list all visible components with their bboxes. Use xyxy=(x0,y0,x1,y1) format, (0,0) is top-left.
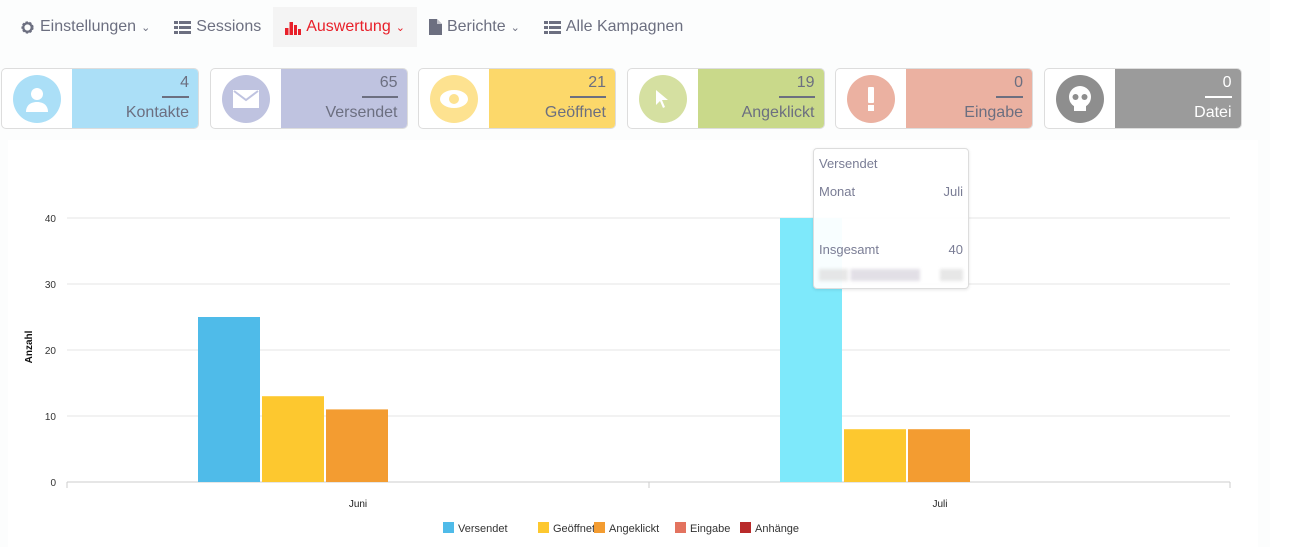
bar-geöffnet-juni xyxy=(262,396,324,482)
exclamation-icon xyxy=(847,74,895,123)
legend-swatch-geöffnet xyxy=(538,522,549,533)
stat-card-kontakte[interactable]: 4 Kontakte xyxy=(1,68,199,129)
nav-einstellungen[interactable]: Einstellungen ⌄ xyxy=(8,7,162,47)
chevron-down-icon: ⌄ xyxy=(141,21,151,34)
top-nav: Einstellungen ⌄ Sessions Auswertung ⌄ Bericht… xyxy=(8,7,695,47)
y-tick-label: 20 xyxy=(45,346,57,357)
bar-geöffnet-juli xyxy=(844,429,906,482)
envelope-icon xyxy=(221,74,270,123)
nav-auswertung[interactable]: Auswertung ⌄ xyxy=(273,7,417,47)
stat-card-angeklickt[interactable]: 19 Angeklickt xyxy=(626,68,825,129)
bar-angeklickt-juni xyxy=(326,409,388,482)
stat-label: Eingabe xyxy=(964,104,1023,121)
legend-label: Versendet xyxy=(458,523,508,535)
page: Einstellungen ⌄ Sessions Auswertung ⌄ Bericht… xyxy=(1,7,1258,547)
stat-value: 4 xyxy=(162,74,189,98)
stat-card-geöffnet[interactable]: 21 Geöffnet xyxy=(418,68,616,129)
y-tick-label: 40 xyxy=(45,214,57,225)
legend-swatch-anhänge xyxy=(740,522,751,533)
nav-label: Berichte xyxy=(446,18,506,35)
list-icon xyxy=(543,20,561,35)
stat-label: Geöffnet xyxy=(544,104,606,121)
stat-value: 65 xyxy=(361,74,398,98)
legend-label: Geöffnet xyxy=(553,523,595,535)
eye-icon xyxy=(430,74,478,123)
nav-label: Auswertung xyxy=(306,18,391,35)
y-axis-label: Anzahl xyxy=(24,330,35,363)
user-icon xyxy=(13,74,61,123)
stat-value: 0 xyxy=(1204,74,1232,98)
legend-swatch-versendet xyxy=(443,522,454,533)
tooltip-month-label: Monat xyxy=(819,184,856,199)
tooltip-blurred-row xyxy=(819,269,963,281)
y-tick-label: 0 xyxy=(50,478,56,489)
chart-container: 0 10 20 30 40 Anzahl Juni Juli Versendet Geöffnet… xyxy=(8,140,1258,547)
file-icon xyxy=(428,19,442,35)
list-icon xyxy=(174,20,192,35)
chart-tooltip: Versendet Monat Juli Insgesamt 40 xyxy=(813,148,969,289)
cursor-icon xyxy=(638,74,687,123)
legend-label: Angeklickt xyxy=(609,523,659,535)
gear-icon xyxy=(20,20,35,35)
tooltip-title: Versendet xyxy=(819,156,878,171)
stat-label: Angeklickt xyxy=(741,104,815,121)
chevron-down-icon: ⌄ xyxy=(395,21,405,34)
tooltip-month: Juli xyxy=(943,184,963,199)
nav-label: Sessions xyxy=(196,18,262,35)
legend-label: Eingabe xyxy=(690,523,730,535)
bar-angeklickt-juli xyxy=(908,429,970,482)
stat-label: Kontakte xyxy=(125,104,189,121)
legend-label: Anhänge xyxy=(755,523,799,535)
legend-swatch-eingabe xyxy=(675,522,686,533)
stat-card-versendet[interactable]: 65 Versendet xyxy=(209,68,408,129)
stat-value: 0 xyxy=(996,74,1023,98)
nav-label: Einstellungen xyxy=(40,18,137,35)
bar-chart: 0 10 20 30 40 Anzahl Juni Juli Versendet Geöffnet… xyxy=(24,214,1231,535)
stat-card-datei[interactable]: 0 Datei xyxy=(1043,68,1242,129)
stat-value: 19 xyxy=(778,74,815,98)
tooltip-total-label: Insgesamt xyxy=(819,242,879,257)
legend-swatch-angeklickt xyxy=(594,522,605,533)
stat-card-eingabe[interactable]: 0 Eingabe xyxy=(835,68,1033,129)
nav-alle-kampagnen[interactable]: Alle Kampagnen xyxy=(532,7,695,47)
y-tick-label: 30 xyxy=(45,280,57,291)
bar-chart-icon xyxy=(285,20,302,35)
skull-icon xyxy=(1055,74,1104,123)
nav-berichte[interactable]: Berichte ⌄ xyxy=(417,7,532,47)
x-tick-label: Juni xyxy=(349,499,367,510)
y-tick-label: 10 xyxy=(45,412,57,423)
x-tick-label: Juli xyxy=(932,499,947,510)
bar-versendet-juni xyxy=(198,317,260,482)
nav-label: Alle Kampagnen xyxy=(565,18,684,35)
tooltip-total: 40 xyxy=(948,242,963,257)
chevron-down-icon: ⌄ xyxy=(510,21,520,34)
stat-label: Versendet xyxy=(325,104,398,121)
nav-sessions[interactable]: Sessions xyxy=(162,7,273,47)
stat-label: Datei xyxy=(1194,104,1232,121)
stat-value: 21 xyxy=(570,74,606,98)
